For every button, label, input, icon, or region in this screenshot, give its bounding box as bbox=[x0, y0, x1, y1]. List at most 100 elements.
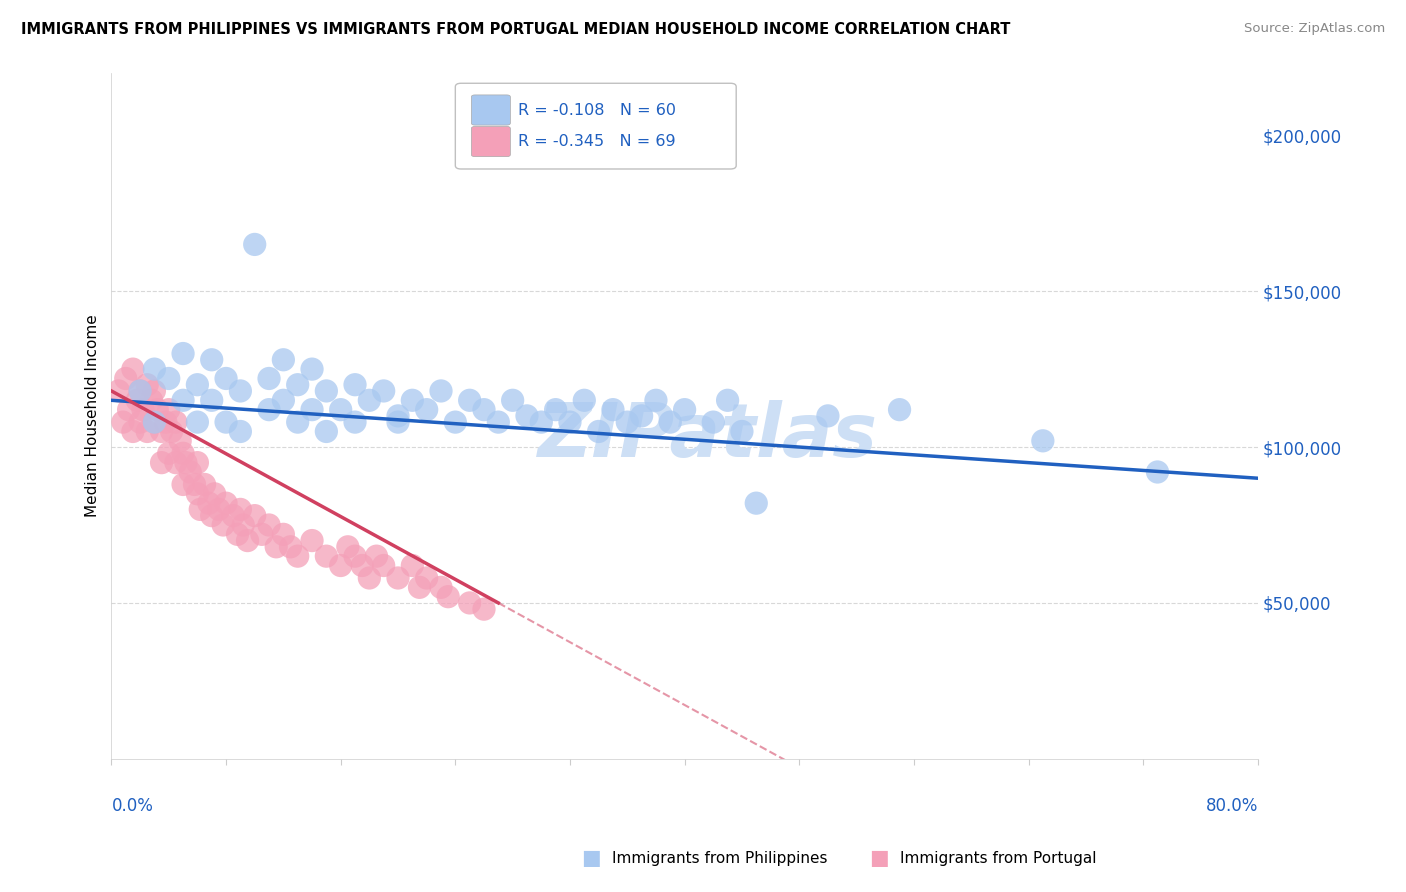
Text: 0.0%: 0.0% bbox=[111, 797, 153, 814]
Point bbox=[186, 456, 208, 470]
Point bbox=[174, 456, 197, 470]
Point bbox=[257, 402, 280, 417]
Point bbox=[530, 415, 553, 429]
Point bbox=[129, 384, 152, 398]
Point bbox=[558, 415, 581, 429]
Point bbox=[273, 527, 295, 541]
Point bbox=[588, 425, 610, 439]
Point bbox=[117, 402, 139, 417]
Point bbox=[143, 362, 166, 376]
Point bbox=[169, 434, 191, 448]
Point bbox=[673, 402, 696, 417]
Point bbox=[731, 425, 754, 439]
Point bbox=[273, 352, 295, 367]
Point bbox=[198, 496, 221, 510]
Point bbox=[172, 446, 194, 460]
Point bbox=[437, 590, 460, 604]
Point bbox=[366, 549, 388, 563]
Point bbox=[315, 425, 337, 439]
Text: Immigrants from Portugal: Immigrants from Portugal bbox=[900, 851, 1097, 865]
Point bbox=[222, 508, 245, 523]
Point bbox=[122, 362, 145, 376]
Point bbox=[336, 540, 359, 554]
Point bbox=[146, 402, 169, 417]
Point bbox=[716, 393, 738, 408]
Point bbox=[107, 384, 129, 398]
Point bbox=[486, 415, 509, 429]
Text: IMMIGRANTS FROM PHILIPPINES VS IMMIGRANTS FROM PORTUGAL MEDIAN HOUSEHOLD INCOME : IMMIGRANTS FROM PHILIPPINES VS IMMIGRANT… bbox=[21, 22, 1011, 37]
Point bbox=[165, 415, 187, 429]
Point bbox=[127, 393, 149, 408]
Point bbox=[215, 371, 238, 385]
Point bbox=[243, 237, 266, 252]
Point bbox=[616, 415, 638, 429]
Point bbox=[287, 377, 309, 392]
Point bbox=[329, 402, 352, 417]
Text: R = -0.345   N = 69: R = -0.345 N = 69 bbox=[519, 134, 676, 149]
Point bbox=[212, 518, 235, 533]
Point bbox=[172, 346, 194, 360]
Point bbox=[344, 415, 367, 429]
Point bbox=[143, 384, 166, 398]
Point bbox=[129, 415, 152, 429]
Point bbox=[150, 425, 173, 439]
Point bbox=[287, 549, 309, 563]
Point bbox=[387, 409, 409, 423]
Point bbox=[315, 384, 337, 398]
Point bbox=[208, 502, 231, 516]
Point bbox=[430, 580, 453, 594]
Text: ■: ■ bbox=[581, 848, 600, 868]
Point bbox=[155, 415, 177, 429]
Point bbox=[1032, 434, 1054, 448]
Point bbox=[574, 393, 596, 408]
Point bbox=[229, 384, 252, 398]
Point bbox=[408, 580, 430, 594]
Point bbox=[193, 477, 215, 491]
Text: ■: ■ bbox=[869, 848, 889, 868]
Text: Source: ZipAtlas.com: Source: ZipAtlas.com bbox=[1244, 22, 1385, 36]
Point bbox=[516, 409, 538, 423]
Point bbox=[186, 377, 208, 392]
Point bbox=[472, 402, 495, 417]
Point bbox=[136, 377, 159, 392]
Point bbox=[257, 518, 280, 533]
Point bbox=[160, 425, 183, 439]
Point bbox=[201, 508, 224, 523]
Y-axis label: Median Household Income: Median Household Income bbox=[86, 315, 100, 517]
Point bbox=[301, 362, 323, 376]
Point bbox=[264, 540, 287, 554]
Point bbox=[301, 402, 323, 417]
Point bbox=[817, 409, 839, 423]
Point bbox=[745, 496, 768, 510]
Point bbox=[157, 402, 180, 417]
Point bbox=[659, 415, 682, 429]
Point bbox=[430, 384, 453, 398]
Point bbox=[415, 402, 437, 417]
Point bbox=[373, 384, 395, 398]
Point bbox=[502, 393, 524, 408]
Point bbox=[183, 477, 205, 491]
Point bbox=[315, 549, 337, 563]
Point bbox=[179, 465, 201, 479]
Point bbox=[111, 415, 134, 429]
Point bbox=[141, 393, 163, 408]
Point bbox=[458, 596, 481, 610]
Point bbox=[458, 393, 481, 408]
Point bbox=[630, 409, 652, 423]
Text: R = -0.108   N = 60: R = -0.108 N = 60 bbox=[519, 103, 676, 118]
Point bbox=[122, 425, 145, 439]
Point bbox=[401, 393, 423, 408]
Point bbox=[201, 352, 224, 367]
Point bbox=[387, 571, 409, 585]
Point bbox=[150, 456, 173, 470]
Point bbox=[472, 602, 495, 616]
Point bbox=[157, 446, 180, 460]
Point bbox=[444, 415, 467, 429]
Point bbox=[387, 415, 409, 429]
Point bbox=[243, 508, 266, 523]
Point bbox=[215, 415, 238, 429]
FancyBboxPatch shape bbox=[456, 83, 737, 169]
Point bbox=[143, 415, 166, 429]
Point bbox=[114, 371, 136, 385]
FancyBboxPatch shape bbox=[471, 127, 510, 157]
